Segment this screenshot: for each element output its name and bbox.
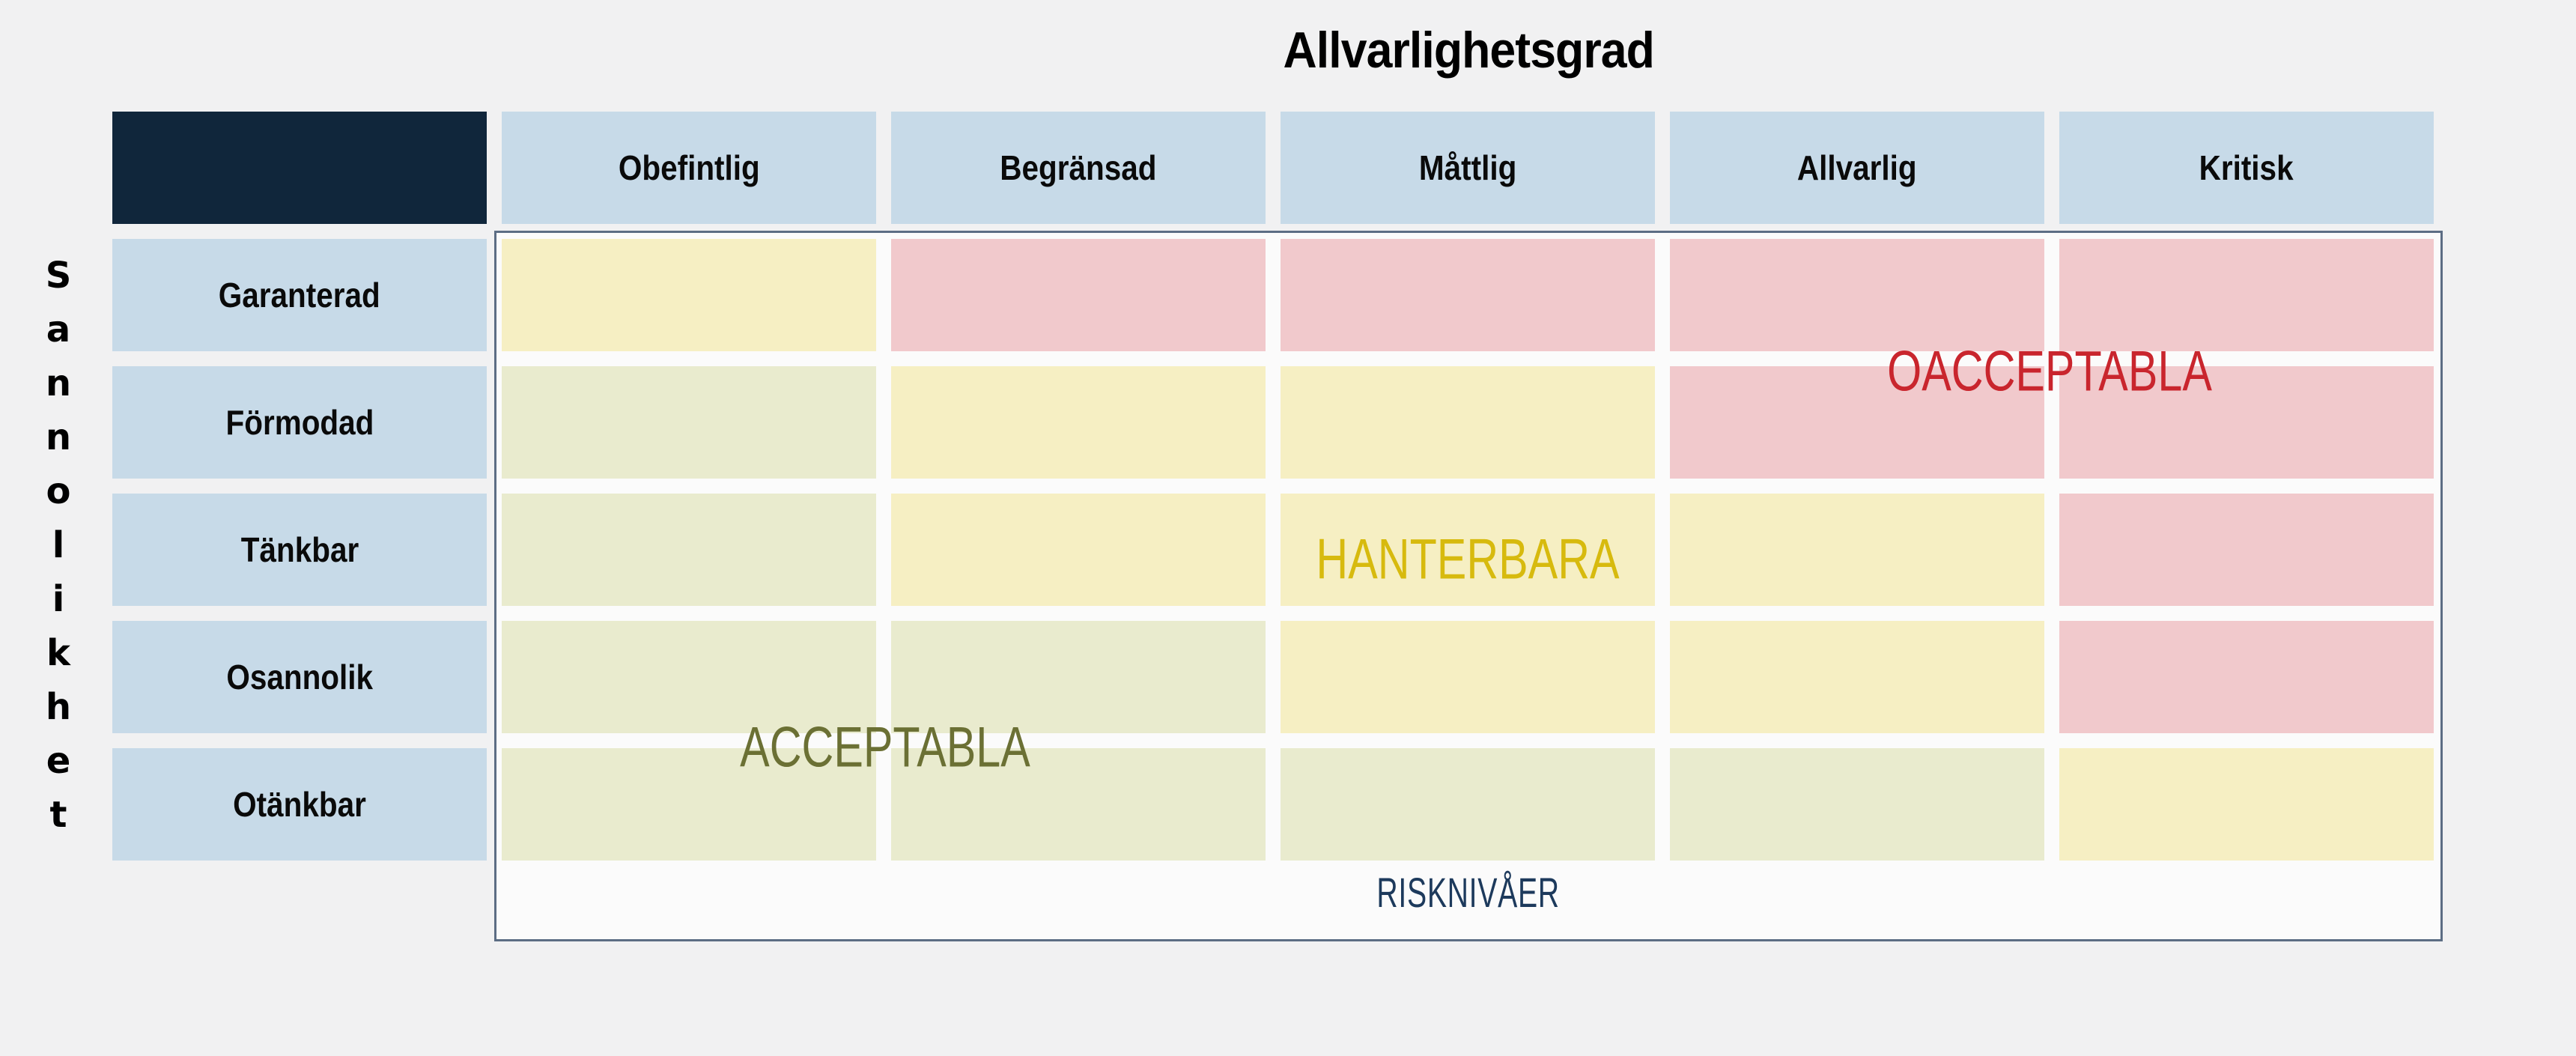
row-header-4: Osannolik [112, 621, 487, 733]
row-header-2: Förmodad [112, 366, 487, 479]
matrix-cell [1281, 621, 1655, 733]
matrix-cell [502, 494, 876, 606]
matrix-cell [1670, 494, 2044, 606]
column-header-label: Kritisk [2199, 148, 2294, 187]
matrix-cell [1281, 494, 1655, 606]
matrix-cell [1670, 366, 2044, 479]
matrix-corner-box [112, 112, 487, 224]
matrix-cell [1281, 366, 1655, 479]
matrix-footer-text: RISKNIVÅER [1376, 869, 1561, 916]
row-header-label: Garanterad [219, 276, 380, 315]
y-axis-letter: a [46, 309, 71, 351]
y-axis-letter: n [45, 362, 72, 404]
y-axis-letter: h [45, 686, 72, 728]
matrix-cell [1281, 239, 1655, 351]
matrix-cell [2059, 748, 2434, 861]
y-axis-letter: S [45, 255, 72, 297]
column-header-2: Begränsad [891, 112, 1266, 224]
matrix-cell [1670, 239, 2044, 351]
row-header-1: Garanterad [112, 239, 487, 351]
y-axis-letter: t [49, 794, 67, 836]
column-header-label: Obefintlig [618, 148, 760, 187]
matrix-cell [891, 748, 1266, 861]
y-axis-letter: e [46, 740, 71, 782]
column-header-1: Obefintlig [502, 112, 876, 224]
matrix-cell [2059, 366, 2434, 479]
matrix-footer: RISKNIVÅER [496, 868, 2440, 917]
page-title-text: Allvarlighetsgrad [1283, 22, 1654, 79]
row-header-3: Tänkbar [112, 494, 487, 606]
row-header-label: Osannolik [226, 658, 373, 697]
matrix-cell [1281, 748, 1655, 861]
matrix-cell [891, 621, 1266, 733]
column-header-4: Allvarlig [1670, 112, 2044, 224]
column-header-label: Allvarlig [1797, 148, 1917, 187]
y-axis-letter: n [45, 416, 72, 458]
row-header-5: Otänkbar [112, 748, 487, 861]
matrix-cell [891, 366, 1266, 479]
column-header-3: Måttlig [1281, 112, 1655, 224]
row-header-label: Otänkbar [233, 785, 366, 824]
column-header-label: Måttlig [1418, 148, 1517, 187]
y-axis-letter: k [46, 632, 70, 674]
matrix-cell [2059, 239, 2434, 351]
matrix-cell [2059, 621, 2434, 733]
matrix-cell [891, 239, 1266, 351]
y-axis-letter: o [46, 470, 71, 512]
matrix-cell [502, 239, 876, 351]
matrix-cell [2059, 494, 2434, 606]
column-header-5: Kritisk [2059, 112, 2434, 224]
column-header-label: Begränsad [1000, 148, 1157, 187]
y-axis-letter: l [52, 524, 65, 566]
y-axis-letter: i [52, 578, 65, 620]
matrix-cell [502, 621, 876, 733]
matrix-cell [502, 366, 876, 479]
matrix-cell [1670, 621, 2044, 733]
matrix-cell [502, 748, 876, 861]
row-header-label: Förmodad [225, 403, 374, 442]
zone-label-unacceptable: OACCEPTABLA [1887, 339, 2212, 404]
matrix-cell [1670, 748, 2044, 861]
row-header-label: Tänkbar [240, 530, 359, 569]
zone-label-acceptable: ACCEPTABLA [740, 715, 1030, 780]
zone-label-manageable: HANTERBARA [1316, 527, 1620, 592]
matrix-area: RISKNIVÅER [494, 231, 2443, 941]
matrix-cell [891, 494, 1266, 606]
page-title: Allvarlighetsgrad [494, 19, 2443, 81]
